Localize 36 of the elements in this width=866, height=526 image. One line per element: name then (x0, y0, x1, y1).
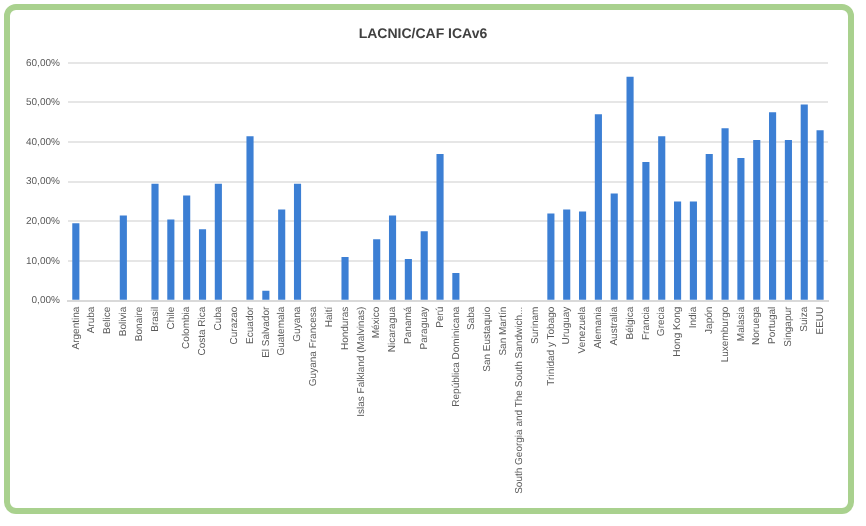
bar (198, 229, 207, 300)
bar (452, 272, 460, 300)
bar (341, 257, 349, 300)
bar (547, 213, 555, 300)
bar (262, 290, 270, 300)
bar (436, 153, 444, 300)
bar (388, 215, 397, 300)
bar (753, 140, 761, 300)
bar (167, 219, 175, 300)
bar (721, 128, 729, 300)
bar (800, 104, 808, 300)
bar (183, 195, 191, 300)
bar (214, 183, 222, 300)
bar (278, 209, 286, 300)
bar (610, 193, 618, 300)
bar (642, 161, 650, 300)
bar (816, 130, 824, 300)
bar (72, 223, 80, 300)
bar (151, 183, 159, 300)
bar (594, 114, 602, 300)
bar (119, 215, 127, 300)
bar (658, 136, 666, 300)
bar (404, 259, 412, 300)
bar (705, 153, 713, 300)
bar (578, 211, 587, 300)
bar (293, 183, 302, 300)
bar (784, 140, 792, 300)
bar (689, 201, 697, 300)
bar (769, 112, 777, 300)
bar (420, 231, 428, 300)
bar (246, 136, 254, 300)
bar (737, 157, 745, 300)
bar (563, 209, 571, 300)
bar (674, 201, 682, 300)
bar (626, 76, 634, 300)
bar (373, 239, 381, 300)
